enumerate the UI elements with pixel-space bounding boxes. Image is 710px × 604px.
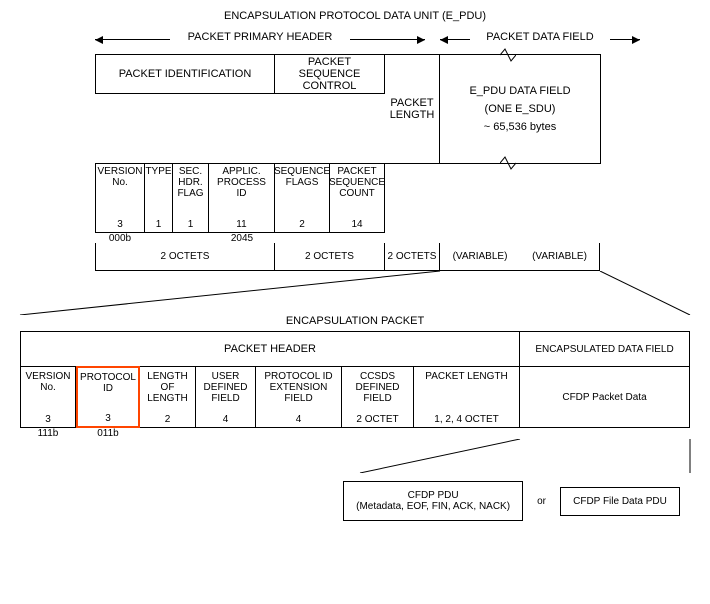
user-defined-col: USER DEFINED FIELD 4 <box>196 366 256 428</box>
pkt-header-cell: PACKET HEADER <box>20 331 520 367</box>
zigzag-icon <box>500 155 516 171</box>
cfdp-data-cell: CFDP Packet Data <box>520 366 690 428</box>
main-title: ENCAPSULATION PROTOCOL DATA UNIT (E_PDU) <box>20 10 690 22</box>
length-of-length-col: LENGTH OF LENGTH 2 <box>140 366 196 428</box>
variable-cell-1: (VARIABLE) <box>440 243 520 271</box>
val-2045: 2045 <box>209 233 275 244</box>
encap-data-field-cell: ENCAPSULATED DATA FIELD <box>520 331 690 367</box>
val-000b: 000b <box>95 233 145 244</box>
seq-count-col: PACKET SEQUENCE COUNT 14 <box>330 163 385 233</box>
connector-lines <box>20 271 690 311</box>
encap-version-col: VERSION No. 3 <box>20 366 76 428</box>
epdu-table: PACKET IDENTIFICATION PACKET SEQUENCE CO… <box>95 54 695 271</box>
variable-cell-2: (VARIABLE) <box>520 243 600 271</box>
encap-title: ENCAPSULATION PACKET <box>20 315 690 327</box>
val-011b: 011b <box>76 428 140 439</box>
protocol-id-col: PROTOCOL ID 3 <box>76 366 140 428</box>
val-111b: 111b <box>20 428 76 439</box>
connector-lines-2 <box>20 439 690 473</box>
or-text: or <box>537 496 546 507</box>
zigzag-icon <box>500 47 516 63</box>
header-arrows: PACKET PRIMARY HEADER PACKET DATA FIELD <box>20 30 690 48</box>
octets-cell-2: 2 OCTETS <box>275 243 385 271</box>
cfdp-file-data-box: CFDP File Data PDU <box>560 487 680 516</box>
seq-ctrl-header: PACKET SEQUENCE CONTROL <box>275 54 385 94</box>
proto-ext-col: PROTOCOL ID EXTENSION FIELD 4 <box>256 366 342 428</box>
ccsds-col: CCSDS DEFINED FIELD 2 OCTET <box>342 366 414 428</box>
pkt-len-col: PACKET LENGTH 1, 2, 4 OCTET <box>414 366 520 428</box>
applic-col: APPLIC. PROCESS ID 11 <box>209 163 275 233</box>
cfdp-pdu-box: CFDP PDU (Metadata, EOF, FIN, ACK, NACK) <box>343 481 523 521</box>
cfdp-boxes: CFDP PDU (Metadata, EOF, FIN, ACK, NACK)… <box>20 481 690 521</box>
octets-cell-3: 2 OCTETS <box>385 243 440 271</box>
packet-id-header: PACKET IDENTIFICATION <box>95 54 275 94</box>
data-field-label: PACKET DATA FIELD <box>470 31 610 43</box>
octets-cell-1: 2 OCTETS <box>95 243 275 271</box>
sec-hdr-col: SEC. HDR. FLAG 1 <box>173 163 209 233</box>
epdu-data-field: E_PDU DATA FIELD (ONE E_SDU) ~ 65,536 by… <box>440 54 600 164</box>
pkt-len-header: PACKET LENGTH <box>385 54 440 164</box>
seq-flags-col: SEQUENCE FLAGS 2 <box>275 163 330 233</box>
type-col: TYPE 1 <box>145 163 173 233</box>
version-col: VERSION No. 3 <box>95 163 145 233</box>
encap-table: PACKET HEADER ENCAPSULATED DATA FIELD VE… <box>20 331 690 428</box>
primary-header-label: PACKET PRIMARY HEADER <box>170 31 350 43</box>
